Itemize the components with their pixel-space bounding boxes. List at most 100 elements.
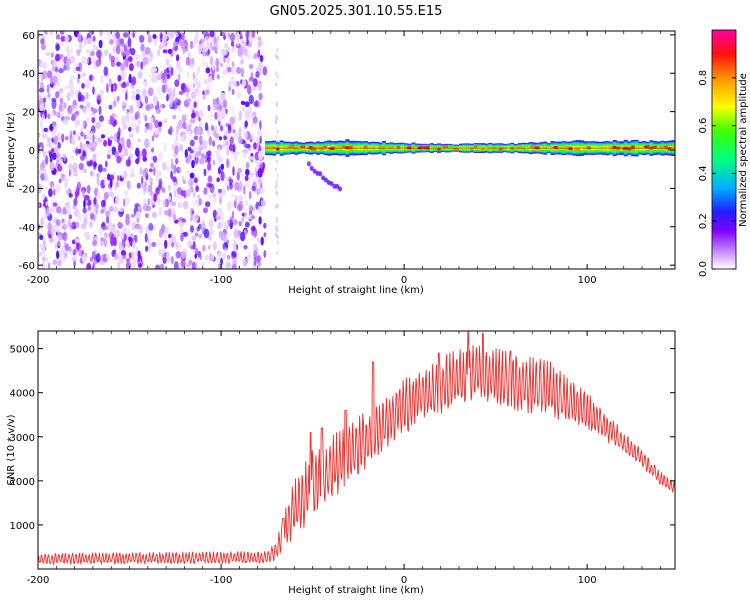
- noise-cell: [91, 117, 95, 124]
- noise-cell: [226, 47, 231, 52]
- noise-cell: [38, 251, 43, 257]
- noise-cell: [215, 152, 221, 161]
- noise-cell: [135, 111, 140, 120]
- noise-cell: [40, 217, 44, 227]
- noise-cell: [131, 76, 137, 85]
- noise-cell: [78, 136, 81, 141]
- noise-cell: [253, 257, 257, 267]
- noise-cell: [150, 147, 155, 153]
- noise-cell: [215, 66, 220, 73]
- noise-cell: [142, 80, 147, 85]
- noise-cell: [207, 104, 211, 112]
- colorbar-tick-label: 0.8: [698, 70, 709, 86]
- noise-cell: [276, 48, 279, 53]
- noise-cell: [138, 263, 142, 268]
- noise-cell: [89, 74, 93, 82]
- noise-cell: [258, 150, 264, 161]
- noise-cell: [126, 81, 129, 88]
- noise-cell: [71, 256, 77, 262]
- noise-cell: [256, 237, 260, 243]
- snr-panel: -200 -100 0 100 1000 2000 3000 4000 5000 Height …: [6, 330, 676, 596]
- noise-cell: [114, 150, 119, 158]
- noise-cell: [196, 127, 202, 136]
- noise-cell: [193, 135, 199, 140]
- noise-cell: [135, 211, 141, 220]
- noise-cell: [259, 55, 264, 63]
- noise-cell: [45, 201, 48, 206]
- tail-cell: [306, 161, 311, 167]
- noise-cell: [275, 134, 278, 139]
- noise-cell: [255, 66, 261, 72]
- noise-cell: [38, 132, 41, 138]
- noise-cell: [167, 87, 173, 95]
- noise-cell: [125, 110, 129, 120]
- noise-cell: [51, 230, 56, 238]
- noise-cell: [158, 248, 162, 257]
- noise-cell: [122, 71, 127, 79]
- noise-cell: [123, 147, 129, 157]
- noise-cell: [200, 223, 206, 230]
- snr-y-tick-label: 4000: [10, 389, 35, 400]
- noise-cell: [275, 185, 277, 190]
- noise-cell: [148, 168, 153, 173]
- noise-cell: [244, 175, 249, 182]
- noise-cell: [168, 184, 171, 192]
- noise-cell: [256, 137, 260, 144]
- noise-cell: [115, 181, 120, 188]
- noise-cell: [228, 200, 234, 208]
- noise-cell: [212, 159, 216, 166]
- snr-x-tick-label: -200: [27, 575, 50, 586]
- noise-cell: [40, 72, 45, 81]
- colorbar-title: Normalized spectral amplitude: [738, 73, 749, 227]
- noise-cell: [172, 46, 178, 52]
- noise-cell: [116, 61, 122, 67]
- signal-peak-cell: [534, 146, 541, 150]
- noise-cell: [117, 222, 123, 230]
- noise-cell: [238, 127, 242, 136]
- noise-cell: [105, 31, 112, 35]
- noise-cell: [64, 136, 69, 141]
- noise-cell: [206, 83, 212, 92]
- noise-cell: [75, 66, 80, 72]
- noise-cell: [83, 221, 86, 228]
- noise-cell: [276, 173, 279, 178]
- noise-cell: [222, 252, 227, 260]
- noise-cell: [161, 187, 166, 194]
- noise-cell: [133, 261, 138, 267]
- noise-cell: [153, 193, 158, 203]
- noise-cell: [120, 250, 126, 256]
- noise-cell: [40, 261, 46, 269]
- noise-cell: [172, 41, 178, 47]
- noise-cell: [101, 221, 106, 227]
- noise-cell: [88, 31, 95, 36]
- noise-cell: [258, 178, 262, 186]
- noise-cell: [159, 33, 163, 43]
- noise-cell: [275, 159, 278, 164]
- noise-cell: [180, 190, 186, 197]
- noise-cell: [239, 110, 242, 121]
- noise-cell: [41, 61, 48, 69]
- noise-cell: [91, 206, 95, 215]
- noise-cell: [240, 59, 244, 65]
- noise-cell: [82, 168, 88, 174]
- noise-cell: [151, 211, 157, 219]
- spectrogram-x-tick-label: -100: [210, 275, 233, 286]
- noise-cell: [156, 100, 159, 110]
- noise-cell: [226, 147, 229, 155]
- noise-cell: [186, 169, 190, 175]
- noise-cell: [147, 198, 151, 206]
- noise-cell: [68, 247, 74, 256]
- noise-cell: [172, 163, 175, 172]
- noise-cell: [258, 100, 262, 106]
- noise-cell: [257, 205, 263, 215]
- noise-cell: [135, 246, 139, 255]
- noise-cell: [189, 149, 194, 154]
- signal-peak-cell: [442, 145, 450, 149]
- noise-cell: [188, 178, 194, 187]
- signal-peak-cell: [481, 147, 485, 152]
- noise-cell: [72, 130, 77, 136]
- noise-cell: [42, 150, 47, 159]
- noise-cell: [144, 126, 147, 134]
- noise-cell: [79, 141, 83, 151]
- noise-cell: [229, 182, 233, 190]
